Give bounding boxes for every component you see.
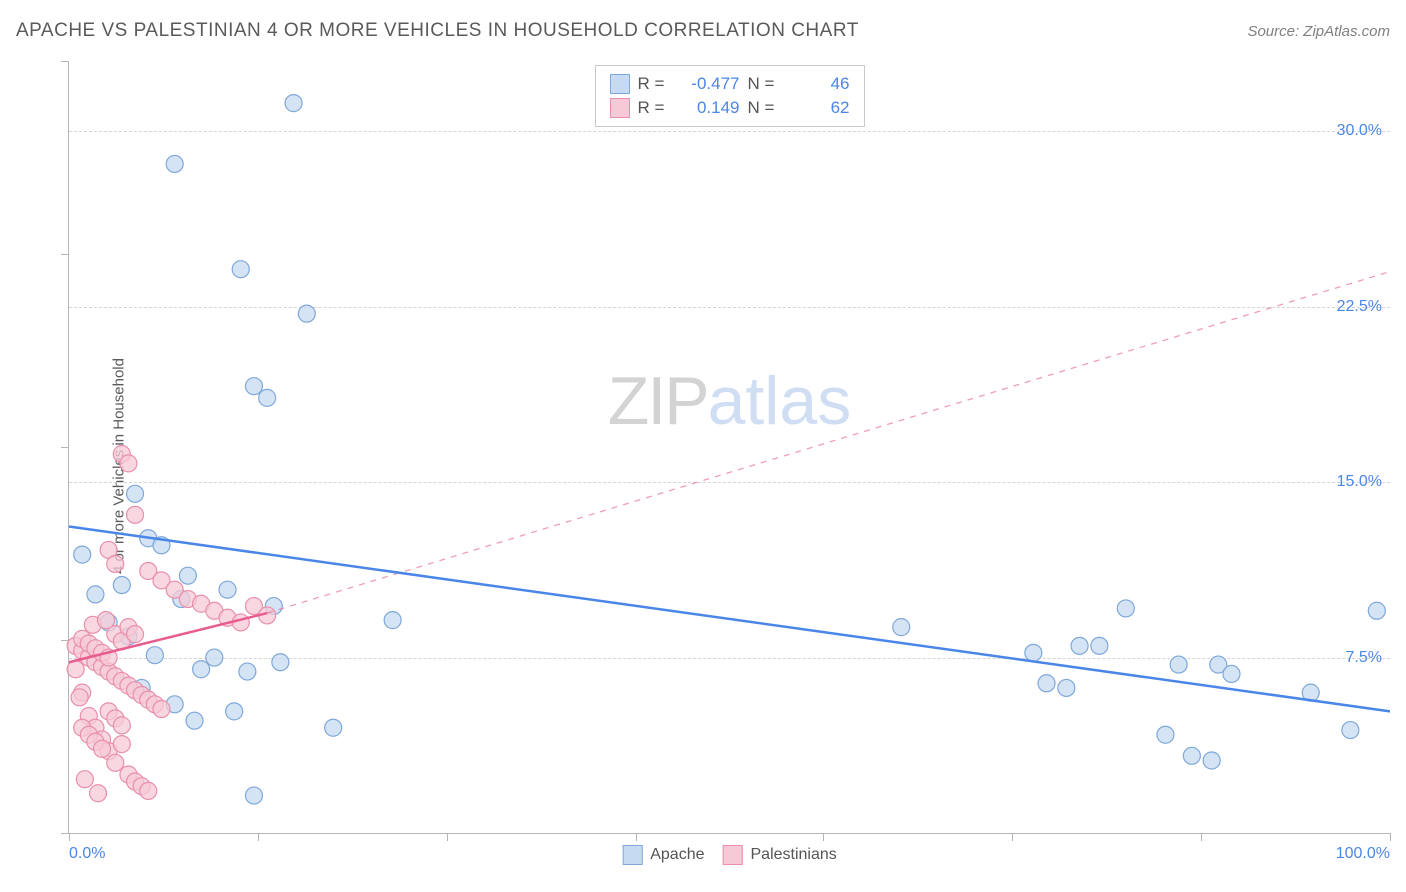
legend-label-apache: Apache [650,846,704,864]
data-point-palestinians [153,701,170,718]
data-point-apache [384,612,401,629]
x-tick [823,833,824,841]
data-point-apache [206,649,223,666]
data-point-apache [1117,600,1134,617]
r-value-palestinians: 0.149 [682,98,740,118]
data-point-palestinians [76,771,93,788]
x-tick [1390,833,1391,841]
swatch-palestinians [610,98,630,118]
data-point-apache [1091,637,1108,654]
swatch-apache [622,845,642,865]
legend-label-palestinians: Palestinians [750,846,836,864]
data-point-apache [186,712,203,729]
data-point-apache [272,654,289,671]
data-point-apache [298,305,315,322]
data-point-palestinians [113,717,130,734]
n-value-apache: 46 [792,74,850,94]
data-point-apache [259,389,276,406]
data-point-apache [74,546,91,563]
source-attribution: Source: ZipAtlas.com [1247,23,1390,40]
data-point-palestinians [94,740,111,757]
x-tick [1012,833,1013,841]
chart-title: APACHE VS PALESTINIAN 4 OR MORE VEHICLES… [16,20,859,42]
y-tick [61,833,69,834]
data-point-apache [893,619,910,636]
data-point-apache [193,661,210,678]
x-tick [1201,833,1202,841]
n-label: N = [748,98,784,118]
data-point-apache [1071,637,1088,654]
data-point-palestinians [140,782,157,799]
data-point-apache [127,485,144,502]
data-point-palestinians [127,626,144,643]
trend-extrapolation-palestinians [267,272,1390,614]
x-tick-max: 100.0% [1336,845,1390,863]
data-point-apache [1058,679,1075,696]
data-point-apache [245,787,262,804]
data-point-apache [1170,656,1187,673]
data-point-apache [219,581,236,598]
data-point-apache [1025,644,1042,661]
r-value-apache: -0.477 [682,74,740,94]
legend-item-apache: Apache [622,845,704,865]
swatch-apache [610,74,630,94]
data-point-apache [1203,752,1220,769]
data-point-apache [285,95,302,112]
y-tick [61,447,69,448]
legend-row-apache: R = -0.477 N = 46 [610,72,850,96]
data-point-apache [179,567,196,584]
data-point-palestinians [97,612,114,629]
x-tick-min: 0.0% [69,845,105,863]
data-point-apache [239,663,256,680]
data-point-palestinians [232,614,249,631]
data-point-apache [166,155,183,172]
chart-container: 4 or more Vehicles in Household ZIPatlas… [16,55,1390,876]
n-value-palestinians: 62 [792,98,850,118]
swatch-palestinians [722,845,742,865]
legend-row-palestinians: R = 0.149 N = 62 [610,96,850,120]
data-point-palestinians [71,689,88,706]
data-point-apache [1157,726,1174,743]
data-point-apache [245,378,262,395]
data-point-palestinians [107,754,124,771]
legend-correlation: R = -0.477 N = 46 R = 0.149 N = 62 [595,65,865,127]
data-point-palestinians [107,555,124,572]
y-tick [61,254,69,255]
y-tick [61,640,69,641]
x-tick [447,833,448,841]
x-tick [258,833,259,841]
data-point-apache [1368,602,1385,619]
data-point-apache [325,719,342,736]
data-point-palestinians [120,455,137,472]
data-point-apache [1038,675,1055,692]
r-label: R = [638,98,674,118]
data-point-apache [1183,747,1200,764]
chart-svg [69,61,1390,833]
data-point-apache [1223,665,1240,682]
data-point-apache [232,261,249,278]
data-point-palestinians [113,736,130,753]
y-tick [61,61,69,62]
legend-series: Apache Palestinians [622,845,837,865]
data-point-apache [113,577,130,594]
data-point-palestinians [90,785,107,802]
r-label: R = [638,74,674,94]
legend-item-palestinians: Palestinians [722,845,836,865]
n-label: N = [748,74,784,94]
data-point-apache [146,647,163,664]
x-tick [69,833,70,841]
plot-area: ZIPatlas R = -0.477 N = 46 R = 0.149 N =… [68,61,1390,834]
data-point-apache [226,703,243,720]
data-point-apache [1342,722,1359,739]
data-point-palestinians [127,506,144,523]
x-tick [636,833,637,841]
data-point-apache [87,586,104,603]
